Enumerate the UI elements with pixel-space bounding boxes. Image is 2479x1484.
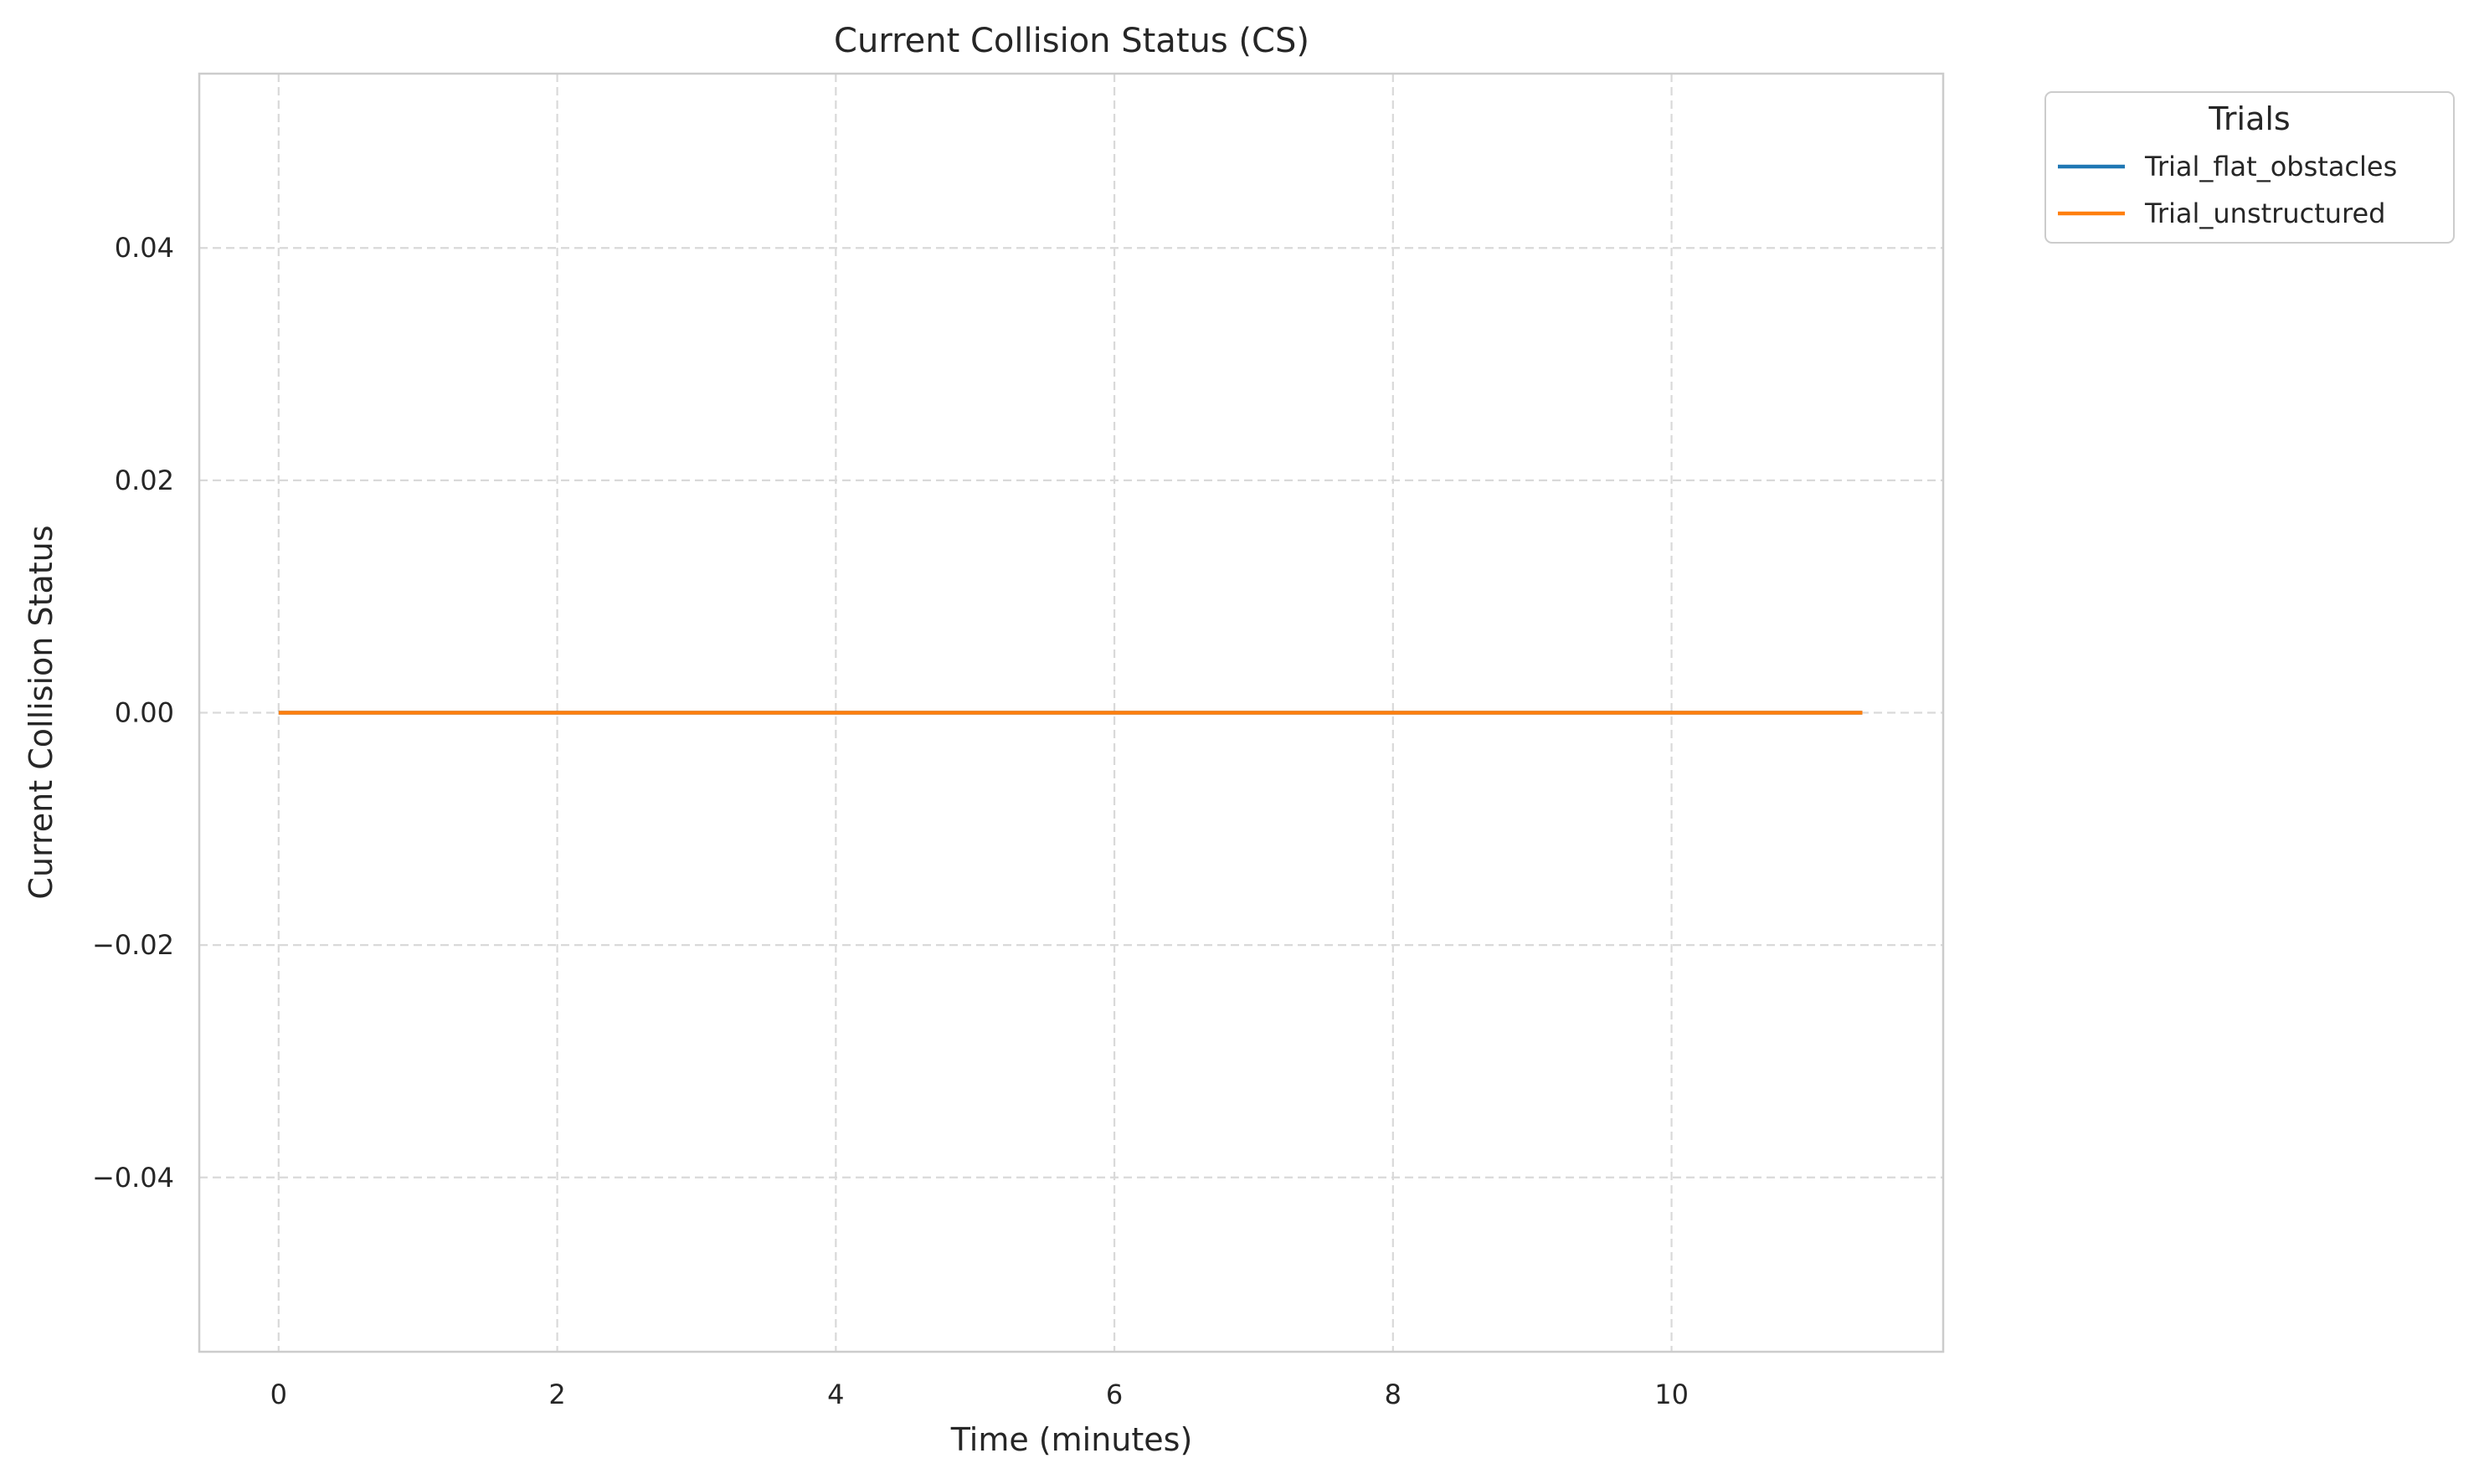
legend: Trials Trial_flat_obstacles Trial_unstruc…	[2044, 91, 2455, 244]
x-tick-label: 8	[1385, 1379, 1402, 1410]
y-tick-label: 0.04	[115, 232, 174, 264]
y-axis-label: Current Collision Status	[23, 525, 59, 899]
y-tick-label: −0.04	[92, 1162, 174, 1194]
x-tick-labels: 0 2 4 6 8 10	[270, 1379, 1689, 1410]
y-tick-label: 0.00	[115, 697, 174, 729]
legend-label: Trial_flat_obstacles	[2144, 151, 2397, 182]
legend-items: Trial_flat_obstacles Trial_unstructured	[2058, 151, 2397, 229]
x-tick-label: 4	[827, 1379, 844, 1410]
x-tick-label: 2	[548, 1379, 565, 1410]
y-tick-labels: −0.04 −0.02 0.00 0.02 0.04	[92, 232, 174, 1194]
plot-frame	[198, 72, 1945, 1353]
x-axis-label: Time (minutes)	[950, 1421, 1193, 1458]
x-tick-label: 6	[1106, 1379, 1123, 1410]
x-tick-label: 10	[1654, 1379, 1689, 1410]
legend-label: Trial_unstructured	[2144, 198, 2385, 229]
y-tick-label: 0.02	[115, 465, 174, 496]
legend-box	[2044, 91, 2455, 244]
chart-title: Current Collision Status (CS)	[834, 22, 1309, 60]
legend-title: Trials	[2208, 100, 2290, 137]
x-tick-label: 0	[270, 1379, 287, 1410]
y-tick-label: −0.02	[92, 929, 174, 961]
